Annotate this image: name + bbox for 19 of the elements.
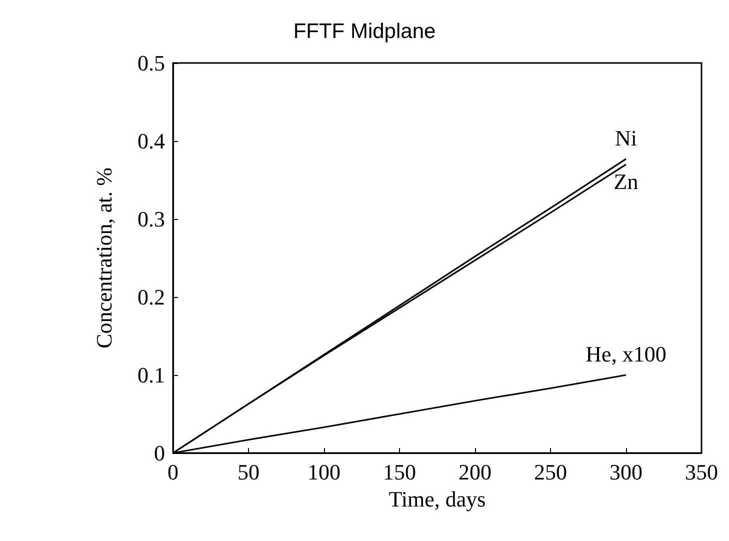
x-tick-label: 100 <box>308 460 340 484</box>
x-tick-label: 250 <box>534 460 567 484</box>
y-tick-label: 0.3 <box>138 206 165 232</box>
x-tick-label: 300 <box>610 460 642 484</box>
series-label: Ni <box>615 125 637 150</box>
chart-title: FFTF Midplane <box>293 20 436 43</box>
x-tick-label: 200 <box>458 460 492 484</box>
series-label: He, x100 <box>586 342 666 366</box>
y-tick-label: 0.4 <box>138 128 165 154</box>
y-axis-title: Concentration, at. % <box>92 168 116 348</box>
x-axis-title: Time, days <box>388 486 486 512</box>
x-tick-label: 50 <box>238 460 260 484</box>
series-label: Zn <box>614 168 638 194</box>
x-tick-label: 150 <box>383 460 416 484</box>
x-tick-label: 350 <box>685 460 718 484</box>
y-tick-label: 0.5 <box>138 50 165 76</box>
y-tick-label: 0.1 <box>138 362 165 388</box>
y-tick-label: 0.2 <box>138 284 165 310</box>
y-tick-label: 0 <box>154 440 165 466</box>
